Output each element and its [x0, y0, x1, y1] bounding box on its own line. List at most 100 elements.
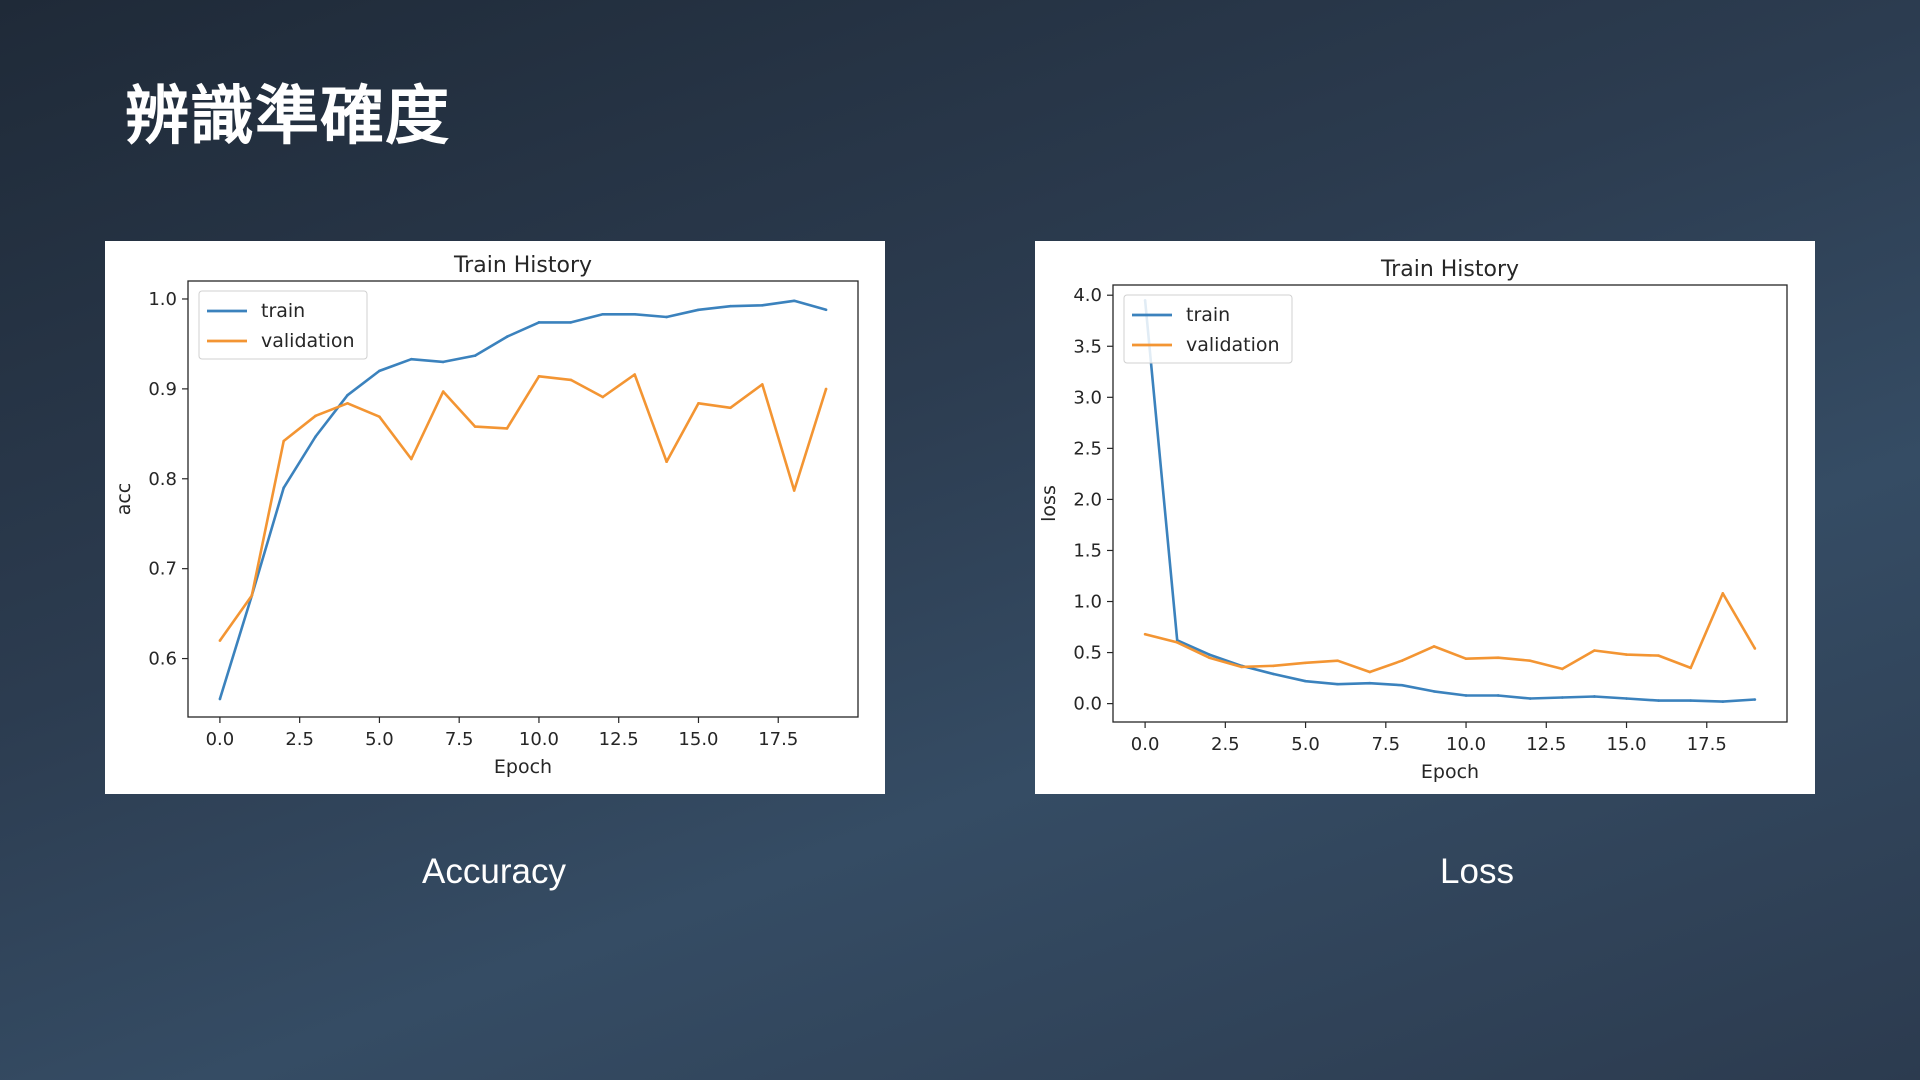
accuracy-caption: Accuracy	[422, 852, 566, 891]
acc-series-validation-point	[729, 406, 732, 410]
loss-y-tick-label: 1.5	[1073, 540, 1102, 561]
loss-series-validation-point	[1175, 641, 1179, 644]
loss-x-axis-label: Epoch	[1421, 761, 1479, 783]
loss-series-validation-point	[1528, 659, 1532, 663]
loss-series-train-point	[1753, 698, 1757, 701]
loss-series-validation-point	[1496, 656, 1500, 659]
acc-series-validation-point	[824, 387, 828, 391]
acc-x-tick-label: 10.0	[519, 729, 559, 750]
acc-x-tick-label: 5.0	[365, 729, 394, 750]
accuracy-chart: Train History 0.0 2.5 5.0 7.5 10.0 12.5 15.0 17.…	[113, 253, 859, 778]
loss-series-validation-line	[1144, 592, 1757, 674]
acc-y-tick-label: 1.0	[148, 289, 177, 310]
acc-series-train-point	[601, 312, 605, 316]
loss-chart-title: Train History	[1380, 257, 1519, 282]
acc-y-tick-label: 0.6	[148, 649, 177, 670]
acc-series-validation-point	[697, 401, 700, 405]
loss-series-train-point	[1464, 694, 1468, 697]
loss-series-train-point	[1272, 672, 1275, 676]
acc-x-axis-label: Epoch	[494, 756, 552, 778]
acc-series-train-point	[824, 308, 828, 312]
loss-series-validation-point	[1625, 653, 1628, 656]
acc-series-validation-point	[569, 378, 573, 382]
loss-series-train-point	[1561, 696, 1564, 699]
acc-series-train-point	[537, 321, 541, 324]
loss-y-tick-label: 0.0	[1073, 694, 1102, 715]
acc-x-tick-label: 2.5	[285, 729, 314, 750]
acc-x-tick-label: 15.0	[678, 729, 718, 750]
loss-series-validation-point	[1336, 659, 1339, 663]
acc-x-tick-label: 0.0	[206, 729, 235, 750]
loss-series-validation-point	[1272, 664, 1275, 668]
loss-series-train-point	[1721, 700, 1725, 703]
loss-series-validation-point	[1689, 666, 1693, 670]
acc-y-tick-label: 0.7	[148, 559, 177, 580]
acc-series-train-point	[378, 369, 381, 373]
loss-series-validation-point	[1657, 654, 1660, 657]
loss-series-train-point	[1528, 697, 1532, 700]
loss-y-axis-label: loss	[1038, 485, 1060, 522]
acc-series-train-point	[346, 393, 349, 397]
acc-series-validation-point	[473, 425, 477, 428]
acc-y-tick-label: 0.9	[148, 379, 177, 400]
acc-series-validation-point	[314, 414, 317, 418]
acc-series-train-point	[729, 304, 732, 308]
acc-series-train-point	[792, 299, 796, 303]
acc-series-validation-point	[441, 390, 445, 393]
acc-series-train-point	[441, 360, 445, 364]
loss-series-validation-point	[1304, 661, 1307, 665]
loss-series-train-point	[1657, 699, 1660, 702]
acc-series-train-point	[410, 357, 413, 361]
loss-series-validation-point	[1721, 592, 1725, 595]
acc-series-train-point	[314, 435, 317, 438]
acc-series-validation-point	[633, 373, 636, 376]
loss-series-train-point	[1207, 653, 1211, 656]
acc-series-train-line	[218, 299, 827, 700]
loss-y-tick-label: 2.5	[1073, 438, 1102, 459]
loss-legend-label-train: train	[1186, 304, 1230, 326]
loss-x-tick-label: 10.0	[1446, 734, 1486, 755]
acc-chart-title: Train History	[453, 253, 592, 278]
acc-x-tick-label: 17.5	[758, 729, 798, 750]
acc-series-validation-line	[218, 373, 828, 642]
loss-caption: Loss	[1440, 852, 1514, 891]
acc-series-validation-point	[378, 415, 381, 419]
loss-series-train-point	[1336, 682, 1339, 686]
loss-series-train-point	[1304, 679, 1307, 683]
loss-x-tick-label: 7.5	[1371, 734, 1400, 755]
loss-series-train-point	[1689, 699, 1693, 702]
loss-y-tick-label: 0.5	[1073, 643, 1102, 664]
acc-series-validation-point	[282, 439, 286, 443]
loss-y-tick-label: 2.0	[1073, 489, 1102, 510]
acc-series-validation-point	[537, 374, 541, 378]
loss-x-tick-label: 12.5	[1526, 734, 1566, 755]
loss-chart: Train History 0.0 2.5 5.0 7.5 10.0 12.5 15.0 17.…	[1038, 257, 1788, 783]
loss-chart-panel: Train History 0.0 2.5 5.0 7.5 10.0 12.5 15.0 17.…	[1035, 241, 1815, 794]
acc-series-train-point	[665, 315, 668, 319]
loss-y-tick-label: 4.0	[1073, 285, 1102, 306]
acc-series-validation-point	[410, 457, 413, 461]
loss-series-validation-point	[1207, 656, 1211, 659]
acc-series-validation-point	[792, 489, 796, 492]
acc-y-tick-label: 0.8	[148, 469, 177, 490]
acc-series-validation-point	[505, 427, 509, 430]
loss-x-tick-label: 2.5	[1211, 734, 1240, 755]
loss-x-tick-label: 17.5	[1687, 734, 1727, 755]
accuracy-chart-panel: Train History 0.0 2.5 5.0 7.5 10.0 12.5 15.0 17.…	[105, 241, 885, 794]
loss-series-validation-point	[1464, 657, 1468, 660]
loss-series-validation-point	[1593, 649, 1596, 652]
acc-legend-label-validation: validation	[261, 330, 355, 352]
slide-title: 辨識準確度	[125, 80, 450, 154]
acc-series-train-point	[697, 308, 700, 312]
loss-x-tick-label: 0.0	[1131, 734, 1160, 755]
loss-y-tick-label: 3.5	[1073, 336, 1102, 357]
acc-x-tick-label: 7.5	[445, 729, 474, 750]
acc-series-validation-point	[346, 401, 349, 405]
loss-series-validation-point	[1143, 632, 1147, 636]
loss-series-validation-point	[1368, 670, 1372, 674]
loss-series-validation-point	[1400, 659, 1404, 663]
acc-series-train-point	[282, 486, 286, 490]
acc-y-axis-label: acc	[113, 483, 135, 516]
loss-y-tick-label: 3.0	[1073, 387, 1102, 408]
loss-series-validation-point	[1240, 665, 1243, 669]
